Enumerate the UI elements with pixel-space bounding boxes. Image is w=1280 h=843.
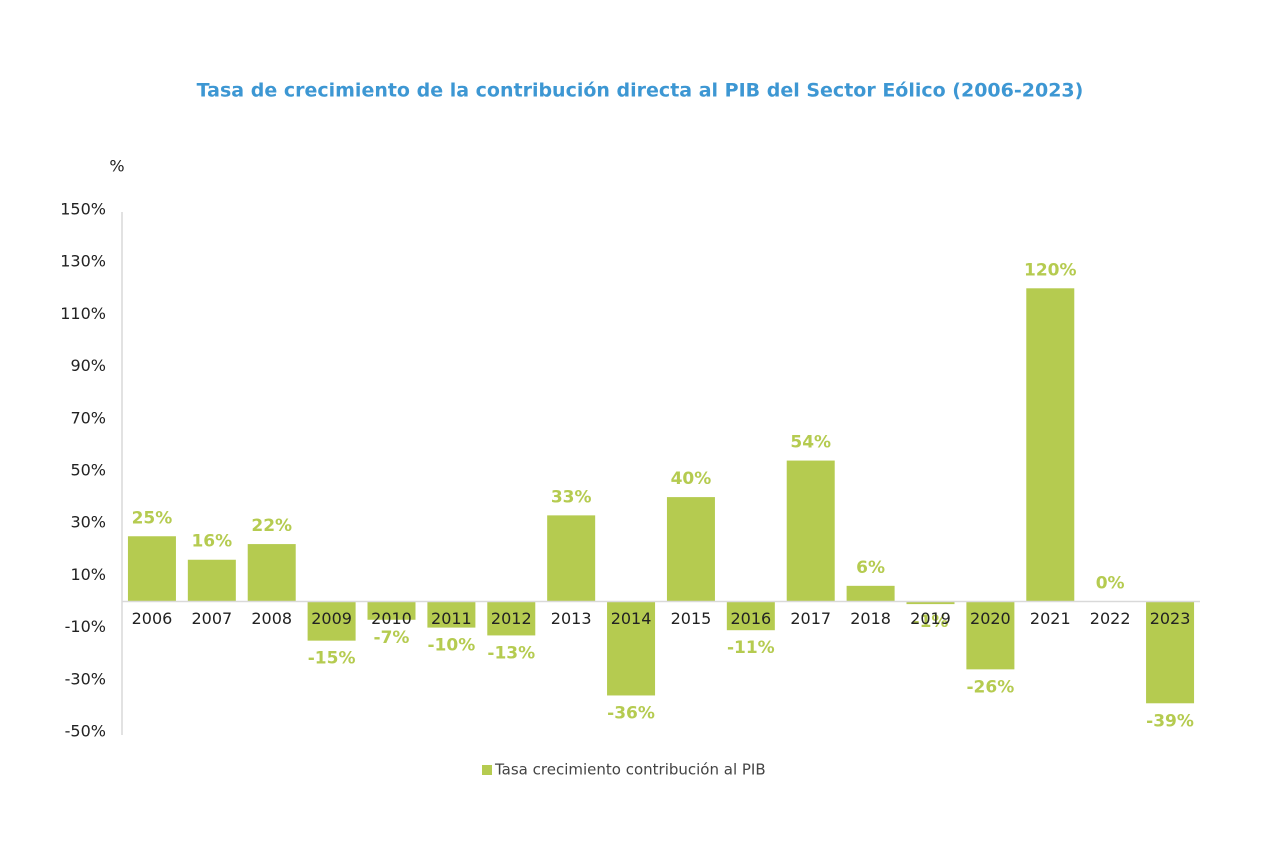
- bar: [307, 601, 356, 641]
- x-tick-label: 2019: [910, 609, 951, 628]
- bar: [726, 601, 775, 631]
- y-tick-label: -10%: [65, 617, 106, 636]
- bar: [607, 601, 656, 696]
- value-label: -39%: [1146, 711, 1194, 731]
- y-tick-label: 30%: [70, 513, 106, 532]
- x-tick-label: 2012: [491, 609, 532, 628]
- value-label: 120%: [1024, 260, 1077, 280]
- bar: [367, 601, 416, 620]
- x-tick-label: 2023: [1150, 609, 1191, 628]
- y-tick-label: 90%: [70, 356, 106, 375]
- value-label: 22%: [251, 516, 292, 536]
- bar: [906, 601, 955, 605]
- x-tick-label: 2008: [251, 609, 292, 628]
- y-tick-label: 110%: [60, 304, 106, 323]
- value-label: 54%: [790, 433, 831, 453]
- value-label: -36%: [607, 703, 655, 723]
- bar: [1026, 288, 1075, 602]
- value-label: -10%: [428, 636, 476, 656]
- value-label: 40%: [671, 469, 712, 489]
- x-tick-label: 2010: [371, 609, 412, 628]
- y-tick-label: 50%: [70, 461, 106, 480]
- y-tick-label: 10%: [70, 565, 106, 584]
- legend-label: Tasa crecimiento contribución al PIB: [494, 761, 766, 779]
- value-label: -11%: [727, 638, 775, 658]
- x-tick-label: 2011: [431, 609, 472, 628]
- legend-swatch: [482, 765, 492, 775]
- bar: [966, 601, 1015, 670]
- bar: [427, 601, 476, 628]
- value-label: 16%: [191, 532, 232, 552]
- y-tick-label: 70%: [70, 408, 106, 427]
- x-tick-label: 2015: [671, 609, 712, 628]
- chart-title: Tasa de crecimiento de la contribución d…: [197, 80, 1084, 102]
- x-tick-label: 2017: [790, 609, 831, 628]
- value-label: -26%: [967, 677, 1015, 697]
- bar: [846, 585, 895, 602]
- bar: [786, 460, 835, 602]
- y-tick-label: -30%: [65, 669, 106, 688]
- x-tick-label: 2022: [1090, 609, 1131, 628]
- bar: [187, 559, 236, 602]
- bar: [547, 515, 596, 602]
- value-label: -1%: [913, 612, 949, 632]
- value-label: 6%: [856, 558, 885, 578]
- x-tick-label: 2007: [191, 609, 232, 628]
- value-label: 33%: [551, 487, 592, 507]
- x-tick-label: 2013: [551, 609, 592, 628]
- bar: [666, 497, 715, 602]
- bar: [1146, 601, 1195, 704]
- bar: [127, 536, 176, 602]
- y-tick-label: 130%: [60, 252, 106, 271]
- x-tick-label: 2018: [850, 609, 891, 628]
- x-tick-label: 2006: [132, 609, 173, 628]
- value-label: 0%: [1096, 574, 1125, 594]
- y-axis-unit: %: [109, 157, 124, 176]
- bar: [247, 544, 296, 602]
- x-tick-label: 2020: [970, 609, 1011, 628]
- value-label: -15%: [308, 649, 356, 669]
- x-tick-label: 2016: [730, 609, 771, 628]
- value-label: -7%: [374, 628, 410, 648]
- y-tick-label: 150%: [60, 200, 106, 219]
- x-tick-label: 2009: [311, 609, 352, 628]
- x-tick-label: 2021: [1030, 609, 1071, 628]
- value-label: -13%: [487, 643, 535, 663]
- x-tick-label: 2014: [611, 609, 652, 628]
- value-label: 25%: [132, 508, 173, 528]
- bar: [487, 601, 536, 636]
- y-tick-label: -50%: [65, 722, 106, 741]
